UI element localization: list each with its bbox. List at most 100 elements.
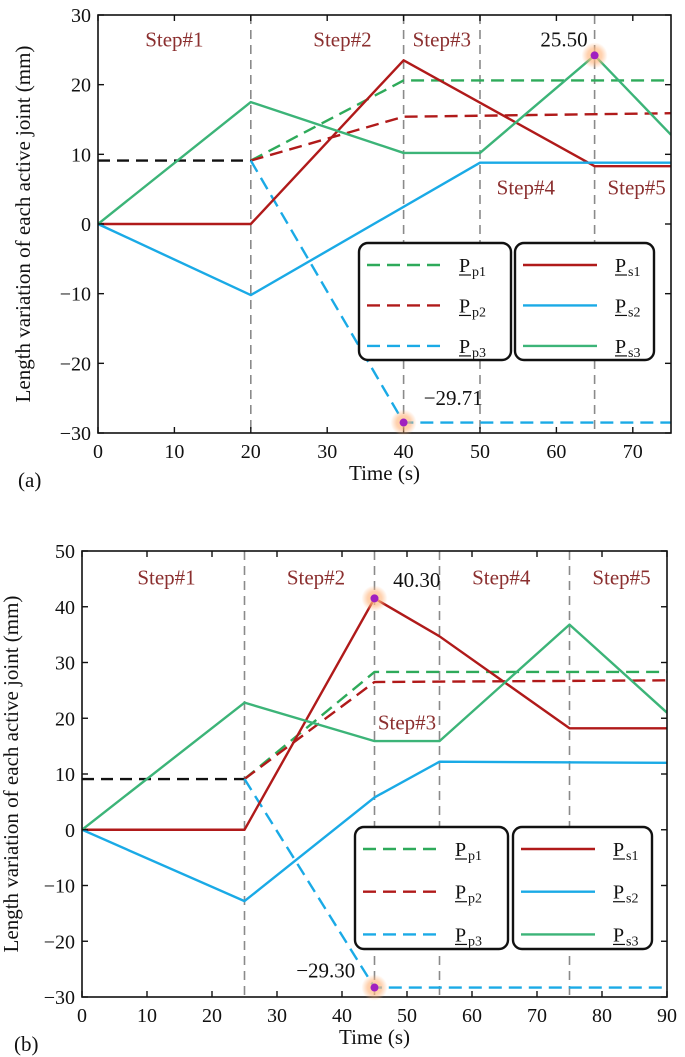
legend-label-p2: P: [459, 295, 470, 317]
legend-label-subscript: s3: [626, 934, 638, 949]
x-tick-label: 50: [470, 441, 490, 463]
y-tick-label: 30: [55, 653, 75, 675]
x-tick-label: 70: [527, 1005, 547, 1027]
x-tick-label: 60: [462, 1005, 482, 1027]
y-tick-label: 20: [55, 708, 75, 730]
legend-box: [513, 241, 656, 362]
x-tick-label: 80: [592, 1005, 612, 1027]
x-axis-label: Time (s): [339, 1025, 410, 1049]
extreme-value-label: −29.71: [424, 386, 483, 410]
panel-label: (a): [18, 468, 41, 492]
x-axis-label: Time (s): [349, 461, 420, 485]
x-tick-label: 20: [202, 1005, 222, 1027]
step-label: Step#5: [592, 565, 650, 589]
y-tick-label: 10: [55, 764, 75, 786]
legend-label-subscript: s2: [628, 305, 640, 320]
legend-label-subscript: p1: [472, 265, 486, 280]
series-line-p-s1: [82, 597, 667, 831]
x-tick-label: 70: [623, 441, 643, 463]
chart-panel-a: Step#1 Step#2 Step#3 Step#4 Step#5 0 10 20 30 40 5…: [11, 5, 672, 492]
x-tick-label: 0: [93, 441, 103, 463]
series-line-p-s3: [82, 623, 667, 831]
series-line-p-p2: [250, 112, 671, 162]
x-tick-label: 40: [394, 441, 414, 463]
legend-box: [353, 825, 510, 951]
plot-lines: [98, 54, 671, 424]
x-tick-label: 60: [546, 441, 566, 463]
x-tick-label: 30: [317, 441, 337, 463]
step-label: Step#2: [287, 565, 345, 589]
y-tick-label: −20: [44, 931, 75, 953]
legend-label-s2: P: [613, 882, 624, 904]
x-tick-label: 10: [137, 1005, 157, 1027]
panel-label: (b): [14, 1032, 39, 1056]
legend-label-s3: P: [613, 924, 624, 946]
legend-label-subscript: s2: [626, 892, 638, 907]
series-line-p-s2: [98, 161, 671, 297]
legend-label-p1: P: [459, 255, 470, 277]
legend-box: [511, 825, 654, 951]
y-tick-label: 30: [71, 5, 91, 27]
series-line-p-p1: [250, 79, 671, 162]
y-tick-label: 0: [81, 214, 91, 236]
extreme-point-marker: [370, 983, 379, 992]
step-label: Step#1: [137, 565, 195, 589]
legend-label-p1: P: [455, 839, 466, 861]
legend-label-s1: P: [613, 839, 624, 861]
y-tick-label: −30: [44, 987, 75, 1009]
y-tick-label: −10: [44, 876, 75, 898]
step-label: Step#4: [472, 565, 531, 589]
legend-label-p2: P: [455, 882, 466, 904]
legend-label-s3: P: [615, 336, 626, 358]
legend-label-subscript: p3: [468, 934, 482, 949]
y-tick-label: 50: [55, 541, 75, 563]
legend-label-subscript: s1: [628, 265, 640, 280]
y-tick-label: −30: [60, 423, 91, 445]
step-label: Step#4: [497, 176, 556, 200]
legend-label-subscript: p2: [468, 892, 482, 907]
x-tick-label: 90: [657, 1005, 677, 1027]
x-tick-label: 10: [164, 441, 184, 463]
step-label: Step#3: [378, 710, 436, 734]
legend-label-p3: P: [455, 924, 466, 946]
y-tick-label: 0: [65, 820, 75, 842]
y-tick-label: 20: [71, 75, 91, 97]
extreme-point-marker: [399, 418, 408, 427]
legend-label-subscript: p3: [472, 346, 486, 361]
x-tick-label: 50: [397, 1005, 417, 1027]
step-label: Step#3: [413, 27, 471, 51]
y-tick-label: 10: [71, 144, 91, 166]
series-line-p-p1: [243, 670, 667, 780]
x-tick-label: 40: [332, 1005, 352, 1027]
step-label: Step#5: [607, 176, 665, 200]
legend-label-subscript: s3: [628, 346, 640, 361]
legend-label-s1: P: [615, 255, 626, 277]
extreme-value-label: 25.50: [540, 27, 587, 51]
legend-label-p3: P: [459, 336, 470, 358]
extreme-value-label: 40.30: [393, 568, 440, 592]
series-line-p-p2: [243, 679, 667, 780]
y-axis-label: Length variation of each active joint (m…: [0, 596, 23, 953]
y-tick-label: −10: [60, 284, 91, 306]
legend-label-s2: P: [615, 295, 626, 317]
series-line-p-s3: [98, 54, 671, 225]
legend-label-subscript: p2: [472, 305, 486, 320]
extreme-point-marker: [370, 594, 379, 603]
step-label: Step#1: [145, 27, 203, 51]
x-tick-label: 20: [241, 441, 261, 463]
chart-panel-b: Step#1 Step#2 Step#3 Step#4 Step#5 0 10 20 30 40 5…: [0, 541, 677, 1056]
series-line-p-s2: [82, 760, 667, 903]
y-axis-label: Length variation of each active joint (m…: [11, 46, 35, 403]
legend-label-subscript: p1: [468, 849, 482, 864]
legend-box: [357, 241, 513, 362]
extreme-value-label: −29.30: [296, 958, 355, 982]
x-tick-label: 0: [77, 1005, 87, 1027]
legend-label-subscript: s1: [626, 849, 638, 864]
x-tick-label: 30: [267, 1005, 287, 1027]
series-line-p-s1: [98, 59, 671, 226]
y-tick-label: 40: [55, 597, 75, 619]
y-tick-label: −20: [60, 353, 91, 375]
step-label: Step#2: [313, 27, 371, 51]
extreme-point-marker: [590, 51, 599, 60]
